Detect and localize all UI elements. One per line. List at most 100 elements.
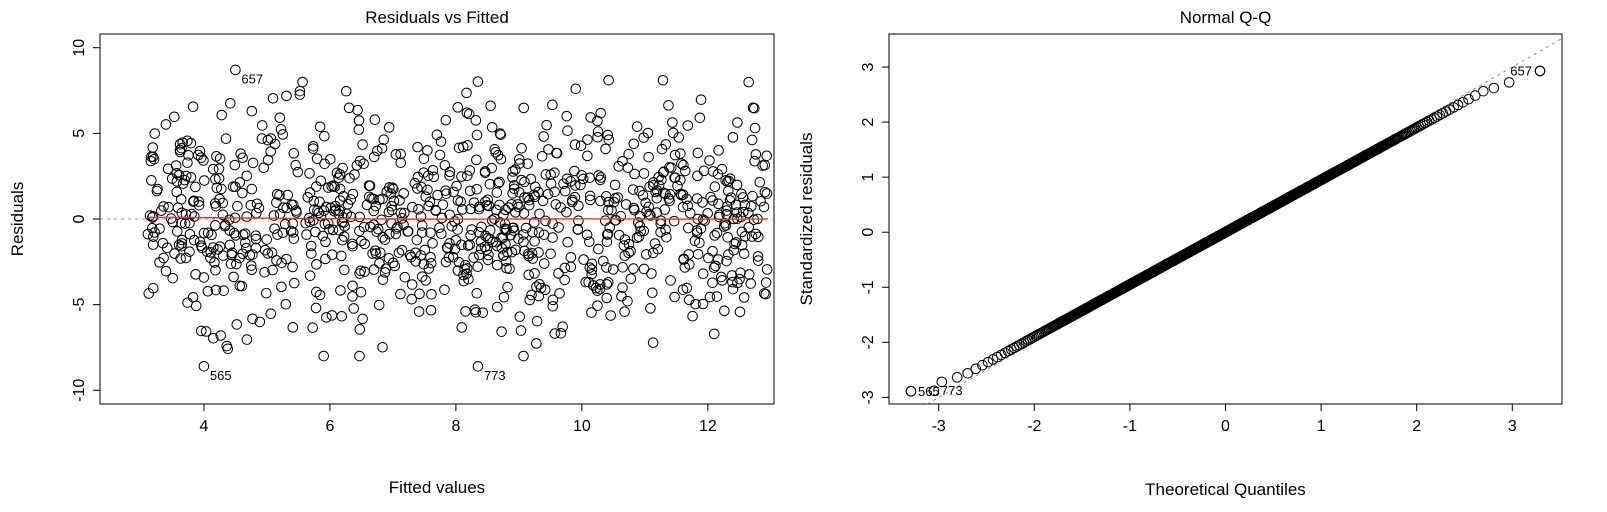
residual-point-708 — [569, 139, 581, 150]
residual-point-149 — [208, 332, 219, 344]
residual-point-507 — [413, 203, 424, 215]
residual-point-543 — [359, 266, 370, 278]
residual-point-371 — [618, 240, 630, 251]
residual-point-704 — [594, 279, 606, 290]
qq-y-tick-2-label: -1 — [860, 280, 877, 294]
residual-point-701 — [354, 155, 366, 167]
residual-point-232 — [675, 148, 686, 159]
residual-point-640 — [357, 139, 368, 150]
residual-point-821 — [691, 193, 703, 204]
qq-point-1 — [936, 376, 948, 388]
residual-point-882 — [496, 326, 507, 337]
residual-point-714 — [692, 248, 704, 260]
residual-point-638 — [709, 181, 721, 193]
residual-point-223 — [390, 228, 402, 240]
residual-point-847 — [486, 215, 498, 226]
residual-point-4 — [553, 268, 564, 279]
residual-point-589 — [147, 282, 159, 294]
residuals-x-tick-1-label: 6 — [325, 418, 334, 435]
residual-point-885 — [448, 186, 459, 198]
residual-point-868 — [660, 139, 672, 150]
residual-point-749 — [416, 181, 427, 193]
residual-point-788 — [185, 137, 197, 149]
residual-point-368 — [619, 234, 631, 245]
residual-point-944 — [586, 264, 598, 275]
residual-point-248 — [185, 172, 197, 183]
residual-point-715 — [622, 295, 633, 307]
residual-point-967 — [603, 196, 614, 208]
residual-point-717 — [514, 158, 525, 169]
residual-point-723 — [179, 174, 191, 186]
residual-point-433 — [738, 248, 750, 259]
residual-point-312 — [721, 255, 732, 267]
residual-point-817 — [601, 292, 613, 304]
residual-point-25 — [416, 227, 428, 238]
residual-point-470 — [519, 176, 530, 188]
residual-point-853 — [352, 104, 363, 116]
residual-point-993 — [575, 179, 586, 191]
residual-point-775 — [236, 280, 248, 292]
residual-point-686 — [555, 327, 567, 339]
qq-point-5 — [977, 359, 988, 371]
residual-point-519 — [634, 210, 646, 222]
residual-point-362 — [440, 188, 452, 199]
residual-point-739 — [152, 183, 163, 195]
residual-point-499 — [314, 121, 326, 133]
residual-point-616 — [374, 257, 385, 269]
residual-point-350 — [558, 178, 569, 190]
residual-point-872 — [617, 282, 628, 293]
residual-point-466 — [704, 291, 716, 303]
residual-point-697 — [483, 200, 495, 212]
qq-point-3 — [962, 367, 973, 379]
residual-point-689 — [202, 227, 214, 239]
residual-point-981 — [504, 263, 515, 275]
residual-point-94 — [689, 235, 701, 247]
residual-point-385 — [245, 260, 257, 271]
residual-point-802 — [691, 227, 703, 239]
residual-point-498 — [529, 268, 540, 279]
residuals-y-tick-2-label: 0 — [71, 214, 88, 223]
residual-point-687 — [460, 259, 471, 271]
residuals-point-label-773: 773 — [484, 368, 506, 383]
residual-point-918 — [601, 279, 613, 290]
residual-point-247 — [538, 258, 550, 269]
residual-point-77 — [275, 124, 287, 135]
residual-point-567 — [747, 102, 759, 114]
residual-point-309 — [459, 263, 470, 275]
residual-point-116 — [347, 238, 358, 250]
residual-point-943 — [477, 307, 489, 318]
residual-point-130 — [734, 306, 746, 318]
residual-point-667 — [142, 228, 154, 240]
residual-point-782 — [613, 161, 624, 172]
qq-point-985 — [1428, 112, 1440, 124]
residual-point-141 — [457, 141, 469, 153]
residual-point-663 — [195, 325, 207, 337]
residual-point-585 — [594, 174, 606, 186]
residual-point-988 — [321, 312, 332, 323]
residual-point-750 — [508, 222, 519, 234]
residual-point-746 — [161, 242, 173, 254]
qq-x-tick-0-label: -3 — [932, 418, 946, 435]
residual-point-300 — [678, 159, 689, 171]
residual-point-355 — [599, 215, 611, 227]
residual-point-929 — [386, 204, 398, 216]
residual-point-145 — [525, 173, 537, 185]
residual-point-774 — [326, 310, 338, 321]
residual-point-923 — [739, 231, 751, 242]
residual-point-400 — [426, 288, 437, 300]
residual-point-348 — [482, 254, 494, 266]
residual-point-712 — [211, 151, 222, 162]
residual-point-491 — [713, 211, 725, 223]
residual-point-288 — [508, 180, 520, 191]
residual-point-948 — [625, 245, 636, 257]
residual-point-437 — [582, 134, 593, 145]
residual-point-566 — [441, 242, 453, 253]
residual-point-468 — [228, 271, 239, 283]
residual-point-403 — [752, 231, 764, 243]
residual-point-913 — [471, 183, 483, 195]
residual-point-389 — [570, 83, 581, 95]
residual-point-347 — [390, 149, 402, 160]
residual-point-751 — [514, 186, 525, 198]
residual-point-747 — [245, 199, 257, 211]
residual-point-707 — [645, 210, 656, 221]
